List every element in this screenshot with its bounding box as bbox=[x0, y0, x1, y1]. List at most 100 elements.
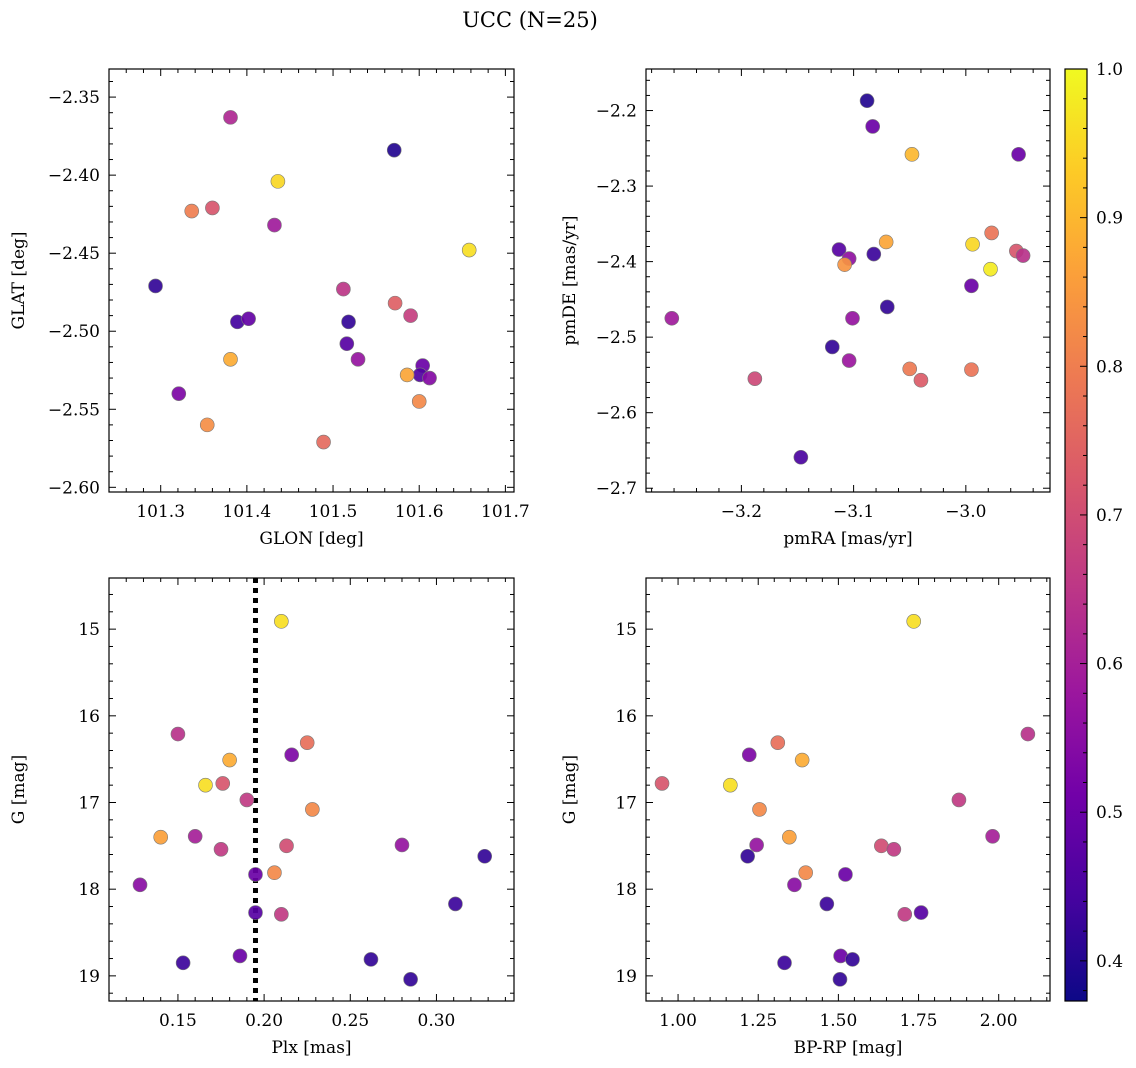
data-point bbox=[239, 792, 255, 808]
data-point bbox=[213, 842, 229, 857]
data-point bbox=[793, 449, 809, 465]
data-point bbox=[222, 752, 237, 768]
x-tick-label: −3.1 bbox=[833, 502, 874, 522]
data-point bbox=[232, 948, 248, 964]
data-point bbox=[148, 278, 163, 294]
data-point bbox=[798, 865, 813, 881]
y-tick-label: −2.6 bbox=[596, 404, 637, 424]
colorbar-tick-label: 0.6 bbox=[1096, 655, 1123, 675]
data-point bbox=[336, 281, 351, 297]
data-points bbox=[148, 110, 477, 450]
y-tick-label: 15 bbox=[78, 620, 100, 640]
data-point bbox=[654, 776, 670, 791]
data-point bbox=[740, 848, 755, 864]
colorbar: 0.4 0.5 0.6 0.7 0.8 0.9 1.0 bbox=[1064, 60, 1123, 1002]
data-point bbox=[184, 203, 200, 219]
x-tick-label: −3.0 bbox=[945, 502, 986, 522]
colorbar-tick-label: 0.8 bbox=[1096, 357, 1123, 377]
data-point bbox=[866, 246, 882, 262]
axes-frame bbox=[645, 68, 1051, 493]
data-point bbox=[284, 747, 299, 763]
data-point bbox=[270, 174, 286, 189]
data-point bbox=[363, 952, 379, 967]
y-tick-label: −2.2 bbox=[596, 102, 637, 122]
y-tick-label: −2.40 bbox=[48, 166, 100, 186]
data-point bbox=[964, 362, 979, 377]
axes-frame bbox=[645, 577, 1051, 1002]
data-point bbox=[175, 955, 191, 971]
panel-plx-g: 0.15 0.20 0.25 0.30 15 16 17 18 19 Plx [mas] G [ma… bbox=[9, 577, 515, 1058]
y-axis-label: G [mag] bbox=[9, 755, 29, 824]
data-point bbox=[187, 829, 203, 844]
y-tick-label: −2.55 bbox=[48, 400, 100, 420]
colorbar-tick-label: 0.4 bbox=[1096, 952, 1123, 972]
data-point bbox=[223, 352, 238, 367]
data-point bbox=[477, 848, 493, 864]
data-point bbox=[777, 955, 792, 971]
data-point bbox=[387, 295, 403, 311]
data-point bbox=[461, 242, 477, 258]
data-point bbox=[845, 310, 860, 326]
data-point bbox=[838, 867, 853, 882]
data-point bbox=[913, 372, 929, 388]
data-point bbox=[170, 726, 186, 742]
data-point bbox=[215, 776, 231, 791]
data-point bbox=[902, 361, 918, 377]
data-point bbox=[299, 735, 315, 750]
y-tick-label: 19 bbox=[615, 967, 637, 987]
data-point bbox=[964, 278, 979, 294]
data-point bbox=[985, 829, 1000, 844]
x-axis-label: GLON [deg] bbox=[259, 529, 363, 549]
data-point bbox=[983, 261, 998, 277]
x-tick-label: 101.5 bbox=[309, 502, 358, 522]
y-tick-label: −2.60 bbox=[48, 478, 100, 498]
colorbar-tick-label: 0.5 bbox=[1096, 803, 1123, 823]
y-tick-label: −2.4 bbox=[596, 253, 637, 273]
data-point bbox=[904, 147, 920, 162]
y-tick-label: 18 bbox=[78, 880, 100, 900]
y-tick-label: 16 bbox=[615, 707, 637, 727]
x-axis-label: Plx [mas] bbox=[271, 1038, 351, 1058]
data-point bbox=[205, 200, 220, 216]
colorbar-tick-label: 0.7 bbox=[1096, 506, 1123, 526]
data-point bbox=[752, 802, 767, 817]
data-point bbox=[749, 837, 764, 853]
colorbar-tick-label: 0.9 bbox=[1096, 209, 1123, 229]
data-point bbox=[1011, 147, 1026, 162]
data-point bbox=[171, 386, 187, 401]
y-tick-label: −2.5 bbox=[596, 328, 637, 348]
data-point bbox=[965, 236, 980, 252]
y-tick-label: 18 bbox=[615, 880, 637, 900]
data-point bbox=[865, 119, 880, 134]
colorbar-tick-label: 1.0 bbox=[1096, 60, 1123, 80]
y-tick-label: −2.3 bbox=[596, 177, 637, 197]
data-point bbox=[859, 93, 875, 109]
x-tick-label: 1.00 bbox=[659, 1011, 697, 1031]
panel-bprp-g: 1.00 1.25 1.50 1.75 2.00 15 16 17 18 19 BP-RP [mag… bbox=[560, 577, 1051, 1058]
y-tick-label: −2.35 bbox=[48, 88, 100, 108]
ticks bbox=[108, 69, 514, 492]
ticks bbox=[646, 69, 1050, 492]
data-point bbox=[794, 752, 810, 768]
y-tick-label: 17 bbox=[78, 794, 100, 814]
x-tick-label: 101.3 bbox=[136, 502, 185, 522]
x-tick-label: 1.50 bbox=[819, 1011, 857, 1031]
data-point bbox=[316, 434, 331, 450]
data-point bbox=[741, 747, 757, 763]
data-point bbox=[223, 110, 238, 125]
x-tick-label: 101.7 bbox=[481, 502, 530, 522]
data-point bbox=[723, 777, 738, 793]
data-point bbox=[874, 838, 889, 854]
data-point bbox=[422, 370, 437, 386]
x-axis-label: pmRA [mas/yr] bbox=[783, 529, 912, 549]
data-point bbox=[845, 952, 860, 967]
data-point bbox=[267, 217, 282, 233]
data-point bbox=[411, 394, 427, 409]
data-points bbox=[132, 614, 493, 987]
data-point bbox=[886, 842, 902, 857]
data-point bbox=[248, 905, 263, 920]
x-tick-label: 0.15 bbox=[159, 1011, 197, 1031]
data-point bbox=[279, 838, 294, 854]
panel-glon-glat: 101.3 101.4 101.5 101.6 101.7 −2.60 −2.55 −2.50… bbox=[9, 68, 530, 549]
